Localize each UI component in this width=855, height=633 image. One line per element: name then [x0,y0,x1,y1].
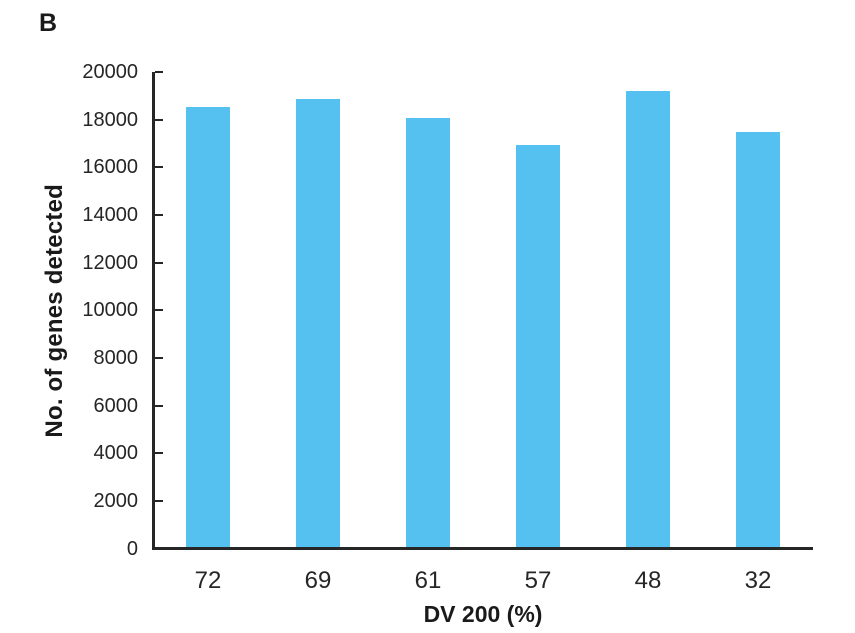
x-category-label: 48 [634,567,662,594]
x-category-label: 32 [744,567,772,594]
y-tick-label: 0 [126,537,138,560]
y-tick-label: 18000 [82,108,138,131]
y-tick-label: 8000 [93,346,139,369]
y-axis-line [152,72,155,550]
y-tick-mark [155,356,163,359]
y-tick-mark [155,71,163,73]
x-category-label: 69 [304,567,332,594]
bar-61 [406,118,450,549]
x-category-label: 72 [194,567,222,594]
bar-48 [626,91,670,549]
bar-57 [516,144,560,549]
y-tick-label: 16000 [82,156,138,179]
y-tick-mark [155,261,163,264]
y-tick-label: 12000 [82,251,138,274]
y-tick-mark [155,452,163,455]
x-category-label: 61 [414,567,442,594]
y-tick-label: 2000 [93,489,139,512]
x-axis-title: DV 200 (%) [423,601,543,627]
bar-72 [186,106,230,549]
x-category-label: 57 [524,567,552,594]
y-tick-mark [155,309,163,312]
panel-label: B [39,9,58,37]
y-tick-mark [155,166,163,169]
y-tick-mark [155,404,163,407]
x-axis-line [152,547,813,550]
bar-69 [296,99,340,549]
y-tick-label: 20000 [82,61,138,83]
y-tick-mark [155,213,163,216]
y-tick-label: 6000 [93,394,139,417]
y-tick-label: 14000 [82,203,138,226]
bar-32 [736,131,780,549]
y-tick-label: 4000 [93,442,139,465]
y-tick-mark [155,118,163,121]
y-tick-label: 10000 [82,299,138,322]
y-tick-mark [155,547,163,550]
y-tick-mark [155,499,163,502]
